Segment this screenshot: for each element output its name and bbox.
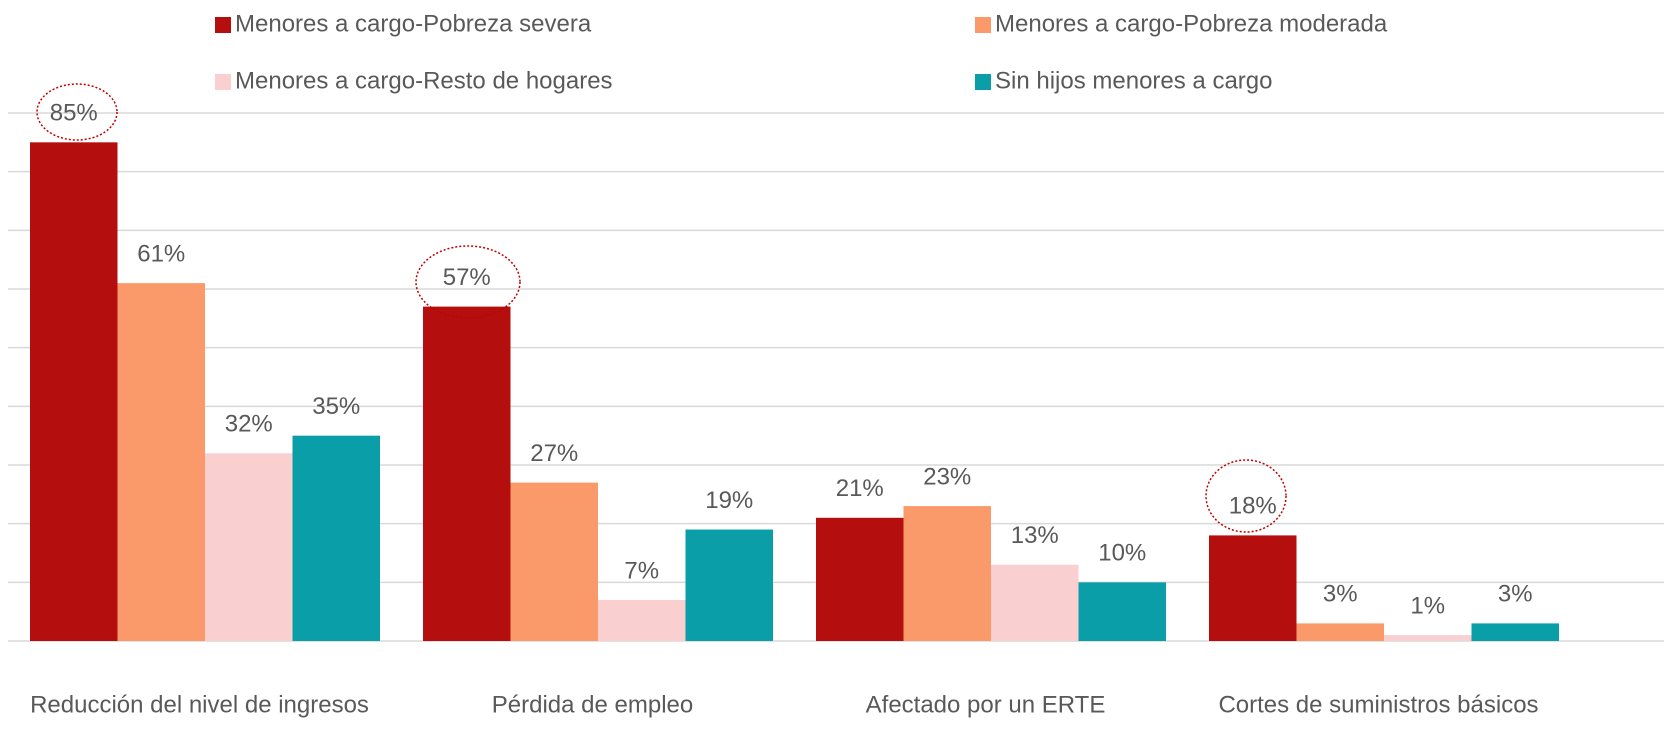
value-label: 27% (530, 440, 578, 467)
legend-swatch (975, 17, 991, 33)
legend-swatch (975, 74, 991, 90)
x-tick-label: Pérdida de empleo (492, 691, 693, 718)
bar (1209, 535, 1297, 641)
bar (1471, 623, 1559, 641)
marks (30, 142, 1559, 642)
x-tick-label: Reducción del nivel de ingresos (30, 691, 369, 718)
value-label: 18% (1229, 493, 1277, 520)
bar (1078, 582, 1166, 641)
bar (816, 517, 904, 641)
value-label: 21% (836, 475, 884, 502)
value-label: 32% (225, 411, 273, 438)
legend-label: Menores a cargo-Pobreza severa (235, 10, 592, 37)
bar (30, 142, 118, 642)
bar (423, 306, 511, 641)
value-label: 57% (443, 264, 491, 291)
bar (1296, 623, 1384, 641)
highlight-ellipse (1205, 459, 1287, 533)
value-label: 3% (1498, 581, 1533, 608)
bar (991, 564, 1079, 641)
x-tick-label: Cortes de suministros básicos (1218, 691, 1538, 718)
legend-label: Menores a cargo-Resto de hogares (235, 67, 613, 94)
value-label: 7% (624, 557, 659, 584)
legend-swatch (215, 74, 231, 90)
highlight-ellipse (36, 83, 118, 141)
value-label: 85% (50, 100, 98, 127)
highlights (36, 83, 1287, 533)
value-label: 10% (1098, 540, 1146, 567)
value-label: 19% (705, 487, 753, 514)
legend-swatch (215, 17, 231, 33)
bar (292, 435, 380, 641)
value-label: 61% (137, 240, 185, 267)
bar (1384, 635, 1472, 641)
highlight-ellipse (415, 245, 521, 319)
value-label: 23% (923, 463, 971, 490)
x-tick-label: Afectado por un ERTE (866, 691, 1106, 718)
bar (510, 482, 598, 641)
bar (598, 599, 686, 641)
legend-label: Menores a cargo-Pobreza moderada (995, 10, 1388, 37)
bar (205, 453, 293, 641)
bar (685, 529, 773, 641)
value-label: 1% (1410, 592, 1445, 619)
value-label: 3% (1323, 581, 1358, 608)
bar (903, 506, 991, 641)
bar (117, 283, 205, 641)
legend-label: Sin hijos menores a cargo (995, 67, 1272, 94)
value-label: 13% (1011, 522, 1059, 549)
value-label: 35% (312, 393, 360, 420)
